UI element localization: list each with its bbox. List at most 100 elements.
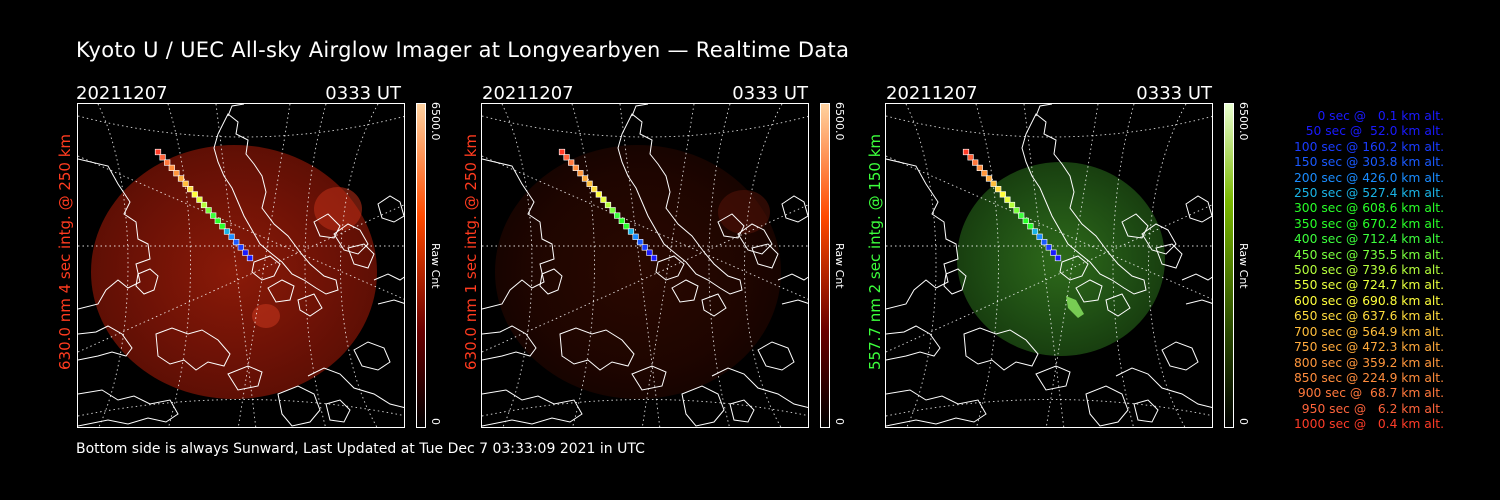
trajectory-point bbox=[219, 223, 226, 230]
trajectory-point bbox=[1041, 239, 1048, 246]
trajectory-point bbox=[214, 217, 221, 224]
trajectory-point bbox=[995, 186, 1002, 193]
panel-1-colorbar-min: 0 bbox=[429, 418, 442, 425]
trajectory-point bbox=[1027, 223, 1034, 230]
trajectory-point bbox=[999, 191, 1006, 198]
panel-2-colorbar bbox=[820, 103, 830, 428]
legend-row: 750 sec @ 472.3 km alt. bbox=[1293, 340, 1444, 355]
trajectory-point bbox=[581, 175, 589, 182]
panel-1-date: 20211207 bbox=[76, 83, 168, 104]
trajectory-point bbox=[233, 239, 240, 246]
legend-row: 600 sec @ 690.8 km alt. bbox=[1293, 293, 1444, 308]
legend-row: 200 sec @ 426.0 km alt. bbox=[1293, 170, 1444, 185]
panel-2-colorbar-max: 6500.0 bbox=[833, 102, 846, 141]
trajectory-point bbox=[976, 164, 983, 171]
trajectory-point bbox=[650, 254, 658, 262]
panel-3-side-label: 557.7 nm 2 sec intg. @ 150 km bbox=[866, 133, 884, 370]
panel-2-image bbox=[481, 103, 809, 428]
panel-3-colorbar-max: 6500.0 bbox=[1237, 102, 1250, 141]
trajectory-point bbox=[962, 148, 970, 156]
trajectory-point bbox=[637, 239, 644, 246]
panel-2-colorbar-min: 0 bbox=[833, 418, 846, 425]
panel-2-date: 20211207 bbox=[482, 83, 574, 104]
trajectory-point bbox=[558, 148, 566, 156]
trajectory-point bbox=[182, 180, 189, 187]
legend-row: 800 sec @ 359.2 km alt. bbox=[1293, 355, 1444, 370]
legend-row: 850 sec @ 224.9 km alt. bbox=[1293, 370, 1444, 385]
trajectory-point bbox=[967, 154, 974, 161]
trajectory-point bbox=[164, 159, 171, 166]
trajectory-point bbox=[1036, 233, 1043, 240]
legend-row: 900 sec @ 68.7 km alt. bbox=[1297, 386, 1444, 401]
trajectory-point bbox=[191, 191, 198, 198]
panel-2-time: 0333 UT bbox=[732, 83, 808, 104]
trajectory-point bbox=[210, 212, 217, 219]
trajectory-point bbox=[187, 186, 194, 193]
trajectory-point bbox=[1031, 228, 1039, 235]
trajectory-point bbox=[577, 170, 584, 177]
trajectory-point bbox=[1013, 207, 1020, 214]
legend-row: 150 sec @ 303.8 km alt. bbox=[1293, 155, 1444, 170]
legend-row: 100 sec @ 160.2 km alt. bbox=[1293, 139, 1444, 154]
panel-1-image bbox=[77, 103, 405, 428]
trajectory-point bbox=[595, 191, 602, 198]
trajectory-point bbox=[1004, 196, 1011, 203]
trajectory-point bbox=[627, 228, 635, 235]
trajectory-point bbox=[632, 233, 639, 240]
trajectory-point bbox=[205, 207, 212, 214]
trajectory-point bbox=[246, 254, 254, 262]
legend-row: 50 sec @ 52.0 km alt. bbox=[1305, 124, 1444, 139]
panel-3-map bbox=[886, 104, 1212, 427]
trajectory-point bbox=[623, 223, 630, 230]
trajectory-point bbox=[591, 186, 598, 193]
trajectory-point bbox=[604, 201, 612, 209]
trajectory-point bbox=[168, 164, 175, 171]
legend-row: 500 sec @ 739.6 km alt. bbox=[1293, 263, 1444, 278]
panel-1-colorbar bbox=[416, 103, 426, 428]
trajectory-point bbox=[646, 249, 653, 256]
legend-row: 550 sec @ 724.7 km alt. bbox=[1293, 278, 1444, 293]
legend-row: 250 sec @ 527.4 km alt. bbox=[1293, 186, 1444, 201]
trajectory-point bbox=[223, 228, 231, 235]
trajectory-point bbox=[177, 175, 185, 182]
panel-1-colorbar-max: 6500.0 bbox=[429, 102, 442, 141]
trajectory-point bbox=[641, 244, 648, 251]
trajectory-point bbox=[1022, 217, 1029, 224]
panel-1-side-label: 630.0 nm 4 sec intg. @ 250 km bbox=[56, 133, 74, 370]
legend-row: 700 sec @ 564.9 km alt. bbox=[1293, 324, 1444, 339]
panel-2-colorbar-label: Raw Cnt bbox=[833, 243, 846, 289]
panel-3-image bbox=[885, 103, 1213, 428]
panel-1-map bbox=[78, 104, 404, 427]
trajectory-point bbox=[981, 170, 988, 177]
trajectory-point bbox=[200, 201, 208, 209]
trajectory-point bbox=[609, 207, 616, 214]
trajectory-legend: 0 sec @ 0.1 km alt. 50 sec @ 52.0 km alt.… bbox=[1258, 109, 1444, 433]
trajectory-point bbox=[618, 217, 625, 224]
panel-1-colorbar-label: Raw Cnt bbox=[429, 243, 442, 289]
trajectory-point bbox=[586, 180, 593, 187]
panel-1-time: 0333 UT bbox=[325, 83, 401, 104]
trajectory-point bbox=[972, 159, 979, 166]
legend-row: 450 sec @ 735.5 km alt. bbox=[1293, 247, 1444, 262]
panel-2-map bbox=[482, 104, 808, 427]
trajectory-point bbox=[1050, 249, 1057, 256]
trajectory-point bbox=[196, 196, 203, 203]
trajectory-point bbox=[159, 154, 166, 161]
trajectory-point bbox=[1054, 254, 1062, 262]
panel-2-side-label: 630.0 nm 1 sec intg. @ 250 km bbox=[462, 133, 480, 370]
trajectory-point bbox=[990, 180, 997, 187]
trajectory-point bbox=[154, 148, 162, 156]
panel-3-date: 20211207 bbox=[886, 83, 978, 104]
trajectory-point bbox=[237, 244, 244, 251]
trajectory-point bbox=[600, 196, 607, 203]
trajectory-point bbox=[228, 233, 235, 240]
legend-row: 1000 sec @ 0.4 km alt. bbox=[1293, 417, 1444, 432]
page-title: Kyoto U / UEC All-sky Airglow Imager at … bbox=[76, 38, 850, 62]
panel-3-time: 0333 UT bbox=[1136, 83, 1212, 104]
trajectory-point bbox=[1018, 212, 1025, 219]
legend-row: 300 sec @ 608.6 km alt. bbox=[1293, 201, 1444, 216]
trajectory-point bbox=[985, 175, 993, 182]
panel-3-colorbar bbox=[1224, 103, 1234, 428]
legend-row: 400 sec @ 712.4 km alt. bbox=[1293, 232, 1444, 247]
trajectory-point bbox=[568, 159, 575, 166]
